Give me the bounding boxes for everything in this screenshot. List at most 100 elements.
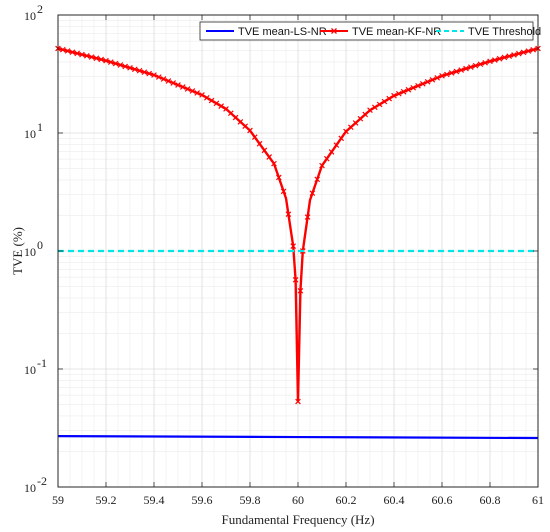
data-point-marker (131, 66, 138, 73)
data-point-marker (275, 174, 282, 181)
data-point-marker (525, 48, 532, 54)
data-point-marker (165, 78, 172, 84)
y-tick-label: 10 (24, 9, 36, 23)
data-point-marker (386, 95, 393, 102)
data-point-marker (213, 100, 220, 107)
y-tick-label: 10 (24, 245, 36, 259)
data-point-marker (127, 65, 133, 71)
data-point-marker (280, 188, 287, 195)
data-point-marker (175, 82, 181, 88)
legend-marker-1 (331, 28, 337, 34)
data-point-marker (107, 59, 114, 65)
legend-label-2: TVE Threshold (468, 26, 541, 38)
data-point-marker (491, 57, 498, 63)
data-point-marker (309, 190, 316, 197)
x-tick-labels: 59 59.2 59.4 59.6 59.8 60 60.2 60.4 60.6 60.8 61 (52, 493, 544, 507)
data-point-marker (515, 50, 522, 57)
data-point-marker (184, 86, 191, 92)
data-point-marker (261, 147, 268, 154)
data-point-marker (357, 115, 364, 122)
data-point-marker (88, 54, 95, 60)
data-point-marker (472, 62, 479, 69)
data-point-marker (64, 48, 71, 54)
legend: TVE mean-LS-NR TVE mean-KF-NR TVE Threshol… (199, 21, 541, 41)
legend-box (199, 21, 534, 41)
data-point-marker (83, 52, 90, 59)
data-point-marker (530, 46, 537, 53)
data-point-marker (415, 82, 421, 89)
data-point-marker (439, 73, 445, 79)
y-axis-title: TVE (%) (10, 227, 25, 275)
data-point-marker (223, 106, 229, 112)
data-point-marker (496, 55, 503, 62)
data-point-marker (371, 104, 378, 111)
y-tick-label-exponent: 0 (37, 238, 43, 252)
data-point-marker (376, 101, 383, 108)
data-point-marker (304, 214, 311, 220)
y-tick-label-exponent: -1 (37, 356, 47, 370)
data-point-marker (410, 84, 417, 91)
series-line-0 (58, 435, 538, 440)
data-point-marker (69, 49, 76, 55)
data-point-marker (93, 55, 100, 62)
x-tick-label: 59.8 (240, 493, 261, 507)
data-point-marker (434, 75, 441, 81)
data-point-marker (443, 71, 450, 78)
x-tick-label: 60.6 (432, 493, 453, 507)
data-point-marker (362, 111, 369, 118)
data-point-marker (511, 52, 517, 58)
data-point-marker (256, 140, 263, 147)
y-tick-label: 10 (24, 363, 36, 377)
data-point-marker (381, 98, 388, 105)
x-tick-label: 61 (532, 493, 544, 507)
data-point-marker (155, 74, 162, 80)
data-point-marker (319, 162, 325, 169)
series-layer (55, 45, 541, 440)
data-point-marker (141, 69, 148, 75)
y-tick-label: 10 (24, 481, 36, 495)
data-point-marker (297, 287, 304, 294)
data-point-marker (247, 127, 253, 134)
data-point-marker (463, 65, 469, 72)
data-point-marker (290, 243, 297, 249)
data-point-marker (453, 68, 460, 75)
data-point-marker (242, 123, 249, 130)
data-point-marker (271, 160, 277, 167)
data-point-marker (79, 51, 85, 58)
y-tick-label-exponent: -2 (37, 474, 47, 488)
data-point-marker (227, 110, 234, 117)
legend-label-0: TVE mean-LS-NR (238, 26, 327, 38)
x-tick-label: 59.4 (144, 493, 165, 507)
data-point-marker (429, 77, 436, 83)
data-point-marker (266, 154, 273, 160)
data-point-marker (112, 60, 119, 67)
data-point-marker (506, 53, 513, 60)
x-tick-label: 60.2 (336, 493, 357, 507)
x-tick-label: 60 (292, 493, 304, 507)
data-point-marker (160, 76, 167, 82)
y-tick-label: 10 (24, 127, 36, 141)
data-point-marker (59, 46, 66, 53)
series-markers-1 (55, 45, 541, 405)
data-point-marker (520, 49, 527, 56)
x-tick-label: 59.6 (192, 493, 213, 507)
data-point-marker (343, 128, 349, 135)
data-point-marker (232, 114, 239, 121)
x-axis-title: Fundamental Frequency (Hz) (221, 512, 374, 527)
data-point-marker (194, 90, 201, 96)
data-point-marker (237, 119, 244, 125)
data-point-marker (323, 155, 330, 162)
data-point-marker (347, 124, 354, 131)
x-tick-label: 59.2 (96, 493, 117, 507)
x-tick-label: 60.8 (480, 493, 501, 507)
data-point-marker (487, 58, 493, 65)
data-point-marker (199, 92, 205, 98)
data-point-marker (448, 70, 455, 76)
data-point-marker (467, 64, 474, 70)
x-tick-label: 59 (52, 493, 64, 507)
y-tick-label-exponent: 1 (37, 120, 43, 134)
data-point-marker (333, 142, 340, 148)
data-point-marker (400, 88, 407, 95)
data-point-marker (218, 103, 225, 109)
